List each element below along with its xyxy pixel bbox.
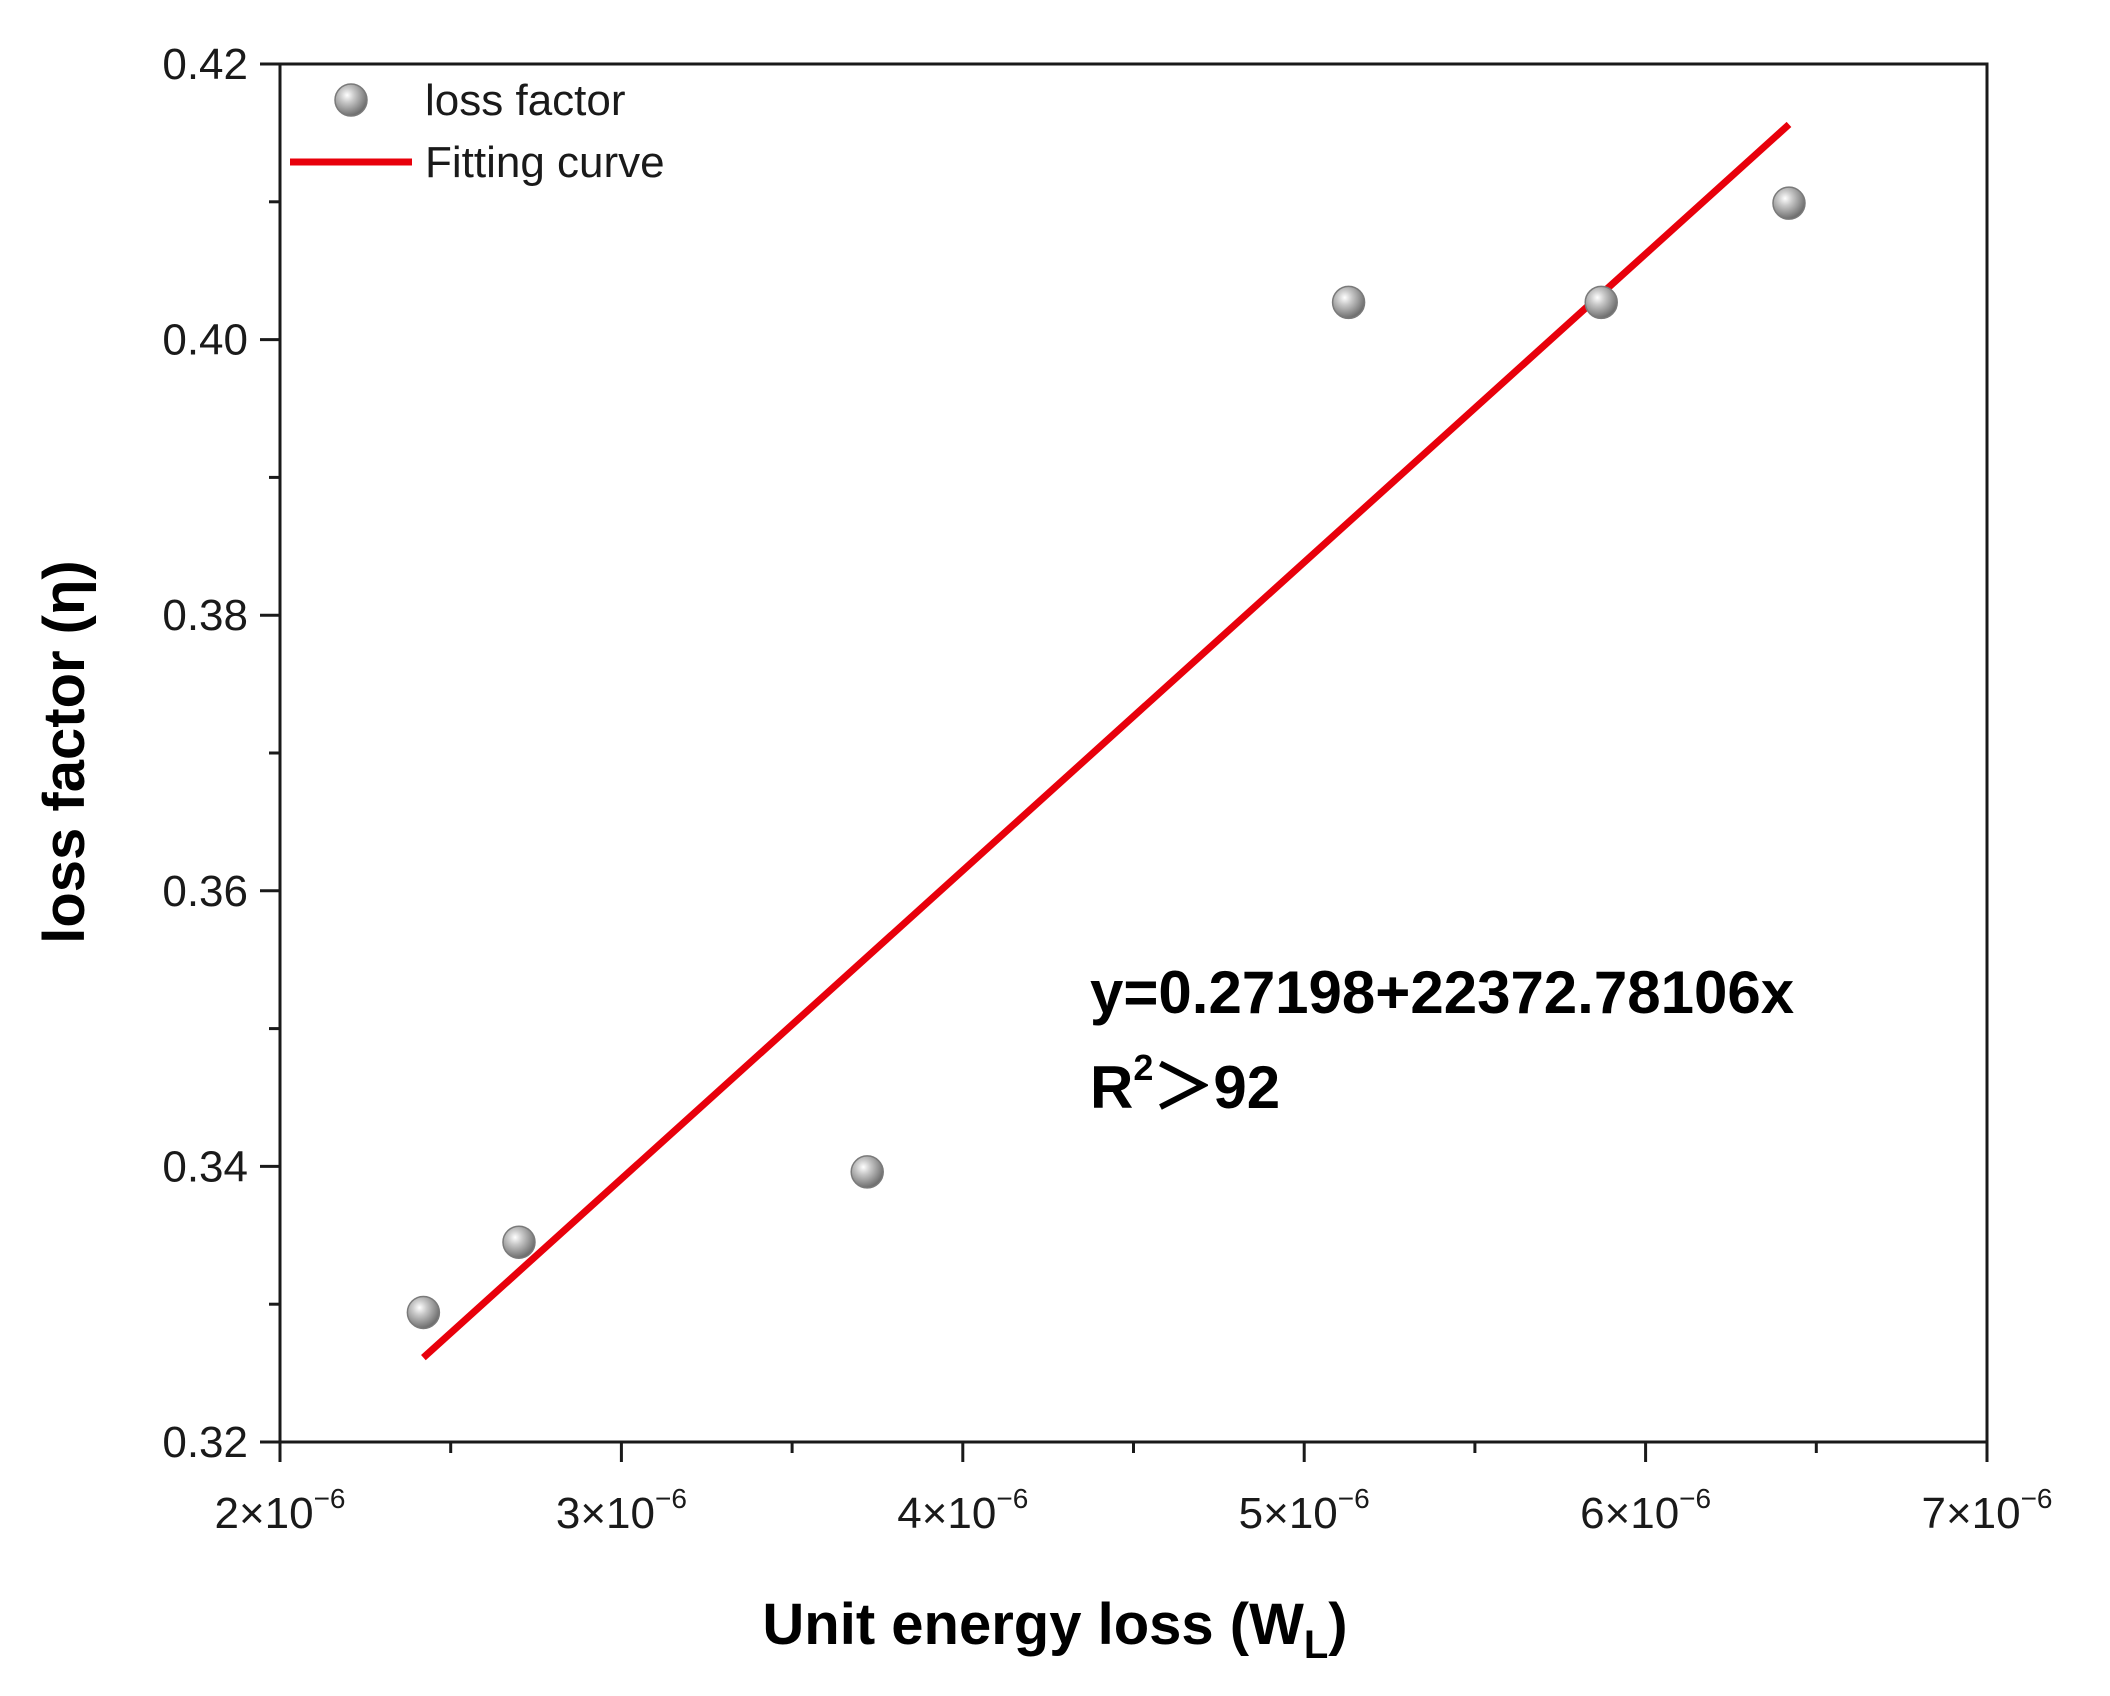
legend: loss factor Fitting curve <box>290 76 665 187</box>
x-tick-mantissa: 3×10 <box>556 1489 655 1538</box>
fitting-curve-line <box>421 121 1792 1361</box>
x-tick-label: 3×10−6 <box>556 1483 687 1538</box>
r-squared-annotation: R2＞92 <box>1090 1047 1280 1121</box>
y-tick-labels: 0.32 0.34 0.36 0.38 0.40 0.42 <box>162 40 248 1467</box>
y-tick-label: 0.38 <box>162 591 248 640</box>
x-tick-mantissa: 6×10 <box>1580 1489 1679 1538</box>
y-tick-label: 0.42 <box>162 40 248 89</box>
legend-label-fitting-curve: Fitting curve <box>425 138 665 187</box>
legend-scatter-marker <box>334 83 368 117</box>
x-axis-title-close: ) <box>1328 1592 1347 1657</box>
x-tick-exponent: −6 <box>996 1483 1028 1514</box>
x-tick-exponent: −6 <box>314 1483 346 1514</box>
x-tick-labels: 2×10−6 3×10−6 4×10−6 5×10−6 6×10−6 7×10−6 <box>214 1483 2052 1538</box>
x-tick-label: 7×10−6 <box>1921 1483 2052 1538</box>
scatter-point <box>502 1225 536 1259</box>
scatter-point <box>1772 186 1806 220</box>
fit-equation: y=0.27198+22372.78106x <box>1090 959 1794 1026</box>
y-tick-label: 0.34 <box>162 1142 248 1191</box>
legend-label-loss-factor: loss factor <box>425 76 626 125</box>
scatter-point <box>406 1295 441 1330</box>
scatter-point <box>850 1155 884 1189</box>
r-squared-value: ＞92 <box>1153 1054 1280 1121</box>
x-tick-exponent: −6 <box>1338 1483 1370 1514</box>
y-tick-label: 0.40 <box>162 316 248 365</box>
x-axis-title-main: Unit energy loss (W <box>762 1592 1304 1657</box>
scatter-point <box>1584 285 1618 320</box>
y-tick-label: 0.36 <box>162 867 248 916</box>
x-tick-mantissa: 5×10 <box>1239 1489 1338 1538</box>
x-tick-exponent: −6 <box>1679 1483 1711 1514</box>
y-axis-title: loss factor (η) <box>32 560 97 944</box>
x-tick-mantissa: 7×10 <box>1921 1489 2020 1538</box>
x-axis-title: Unit energy loss (WL) <box>762 1592 1347 1667</box>
x-tick-label: 5×10−6 <box>1239 1483 1370 1538</box>
x-tick-label: 6×10−6 <box>1580 1483 1711 1538</box>
scatter-point <box>1331 285 1366 320</box>
x-tick-mantissa: 2×10 <box>214 1489 313 1538</box>
x-tick-label: 4×10−6 <box>897 1483 1028 1538</box>
data-points <box>406 186 1806 1330</box>
plot-area-frame <box>278 62 1989 1444</box>
r-squared-superscript: 2 <box>1133 1047 1153 1088</box>
y-tick-label: 0.32 <box>162 1418 248 1467</box>
axis-ticks <box>260 62 1989 1462</box>
x-axis-title-subscript: L <box>1304 1623 1328 1667</box>
x-tick-mantissa: 4×10 <box>897 1489 996 1538</box>
x-tick-exponent: −6 <box>2021 1483 2053 1514</box>
x-tick-exponent: −6 <box>655 1483 687 1514</box>
x-tick-label: 2×10−6 <box>214 1483 345 1538</box>
r-squared-prefix: R <box>1090 1054 1133 1121</box>
